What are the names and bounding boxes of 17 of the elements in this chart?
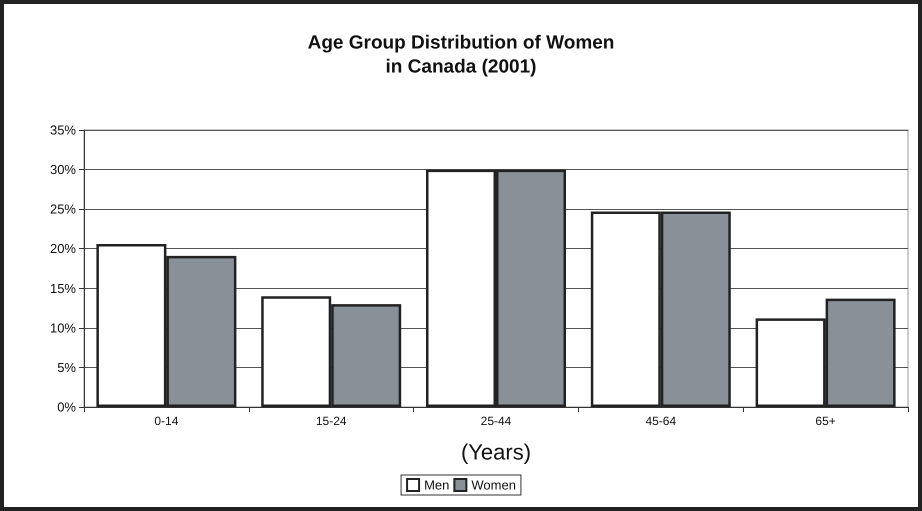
y-tick-label: 35% [50, 122, 76, 138]
x-tick-label: 15-24 [316, 414, 347, 428]
x-tick-label: 0-14 [154, 414, 179, 428]
y-tick-label: 20% [50, 241, 76, 256]
y-tick-label: 0% [57, 400, 76, 414]
legend-label: Women [471, 478, 516, 492]
y-tick-label: 15% [50, 280, 76, 296]
x-axis-title: (Years) [460, 440, 532, 464]
x-tick-label: 25-44 [480, 414, 512, 428]
y-tick-label: 5% [57, 360, 76, 375]
y-tick-label: 25% [50, 202, 76, 217]
x-tick-label: 45-64 [645, 414, 676, 428]
legend-label: Men [424, 478, 450, 492]
y-tick-label: 10% [50, 320, 76, 336]
chart-title: Age Group Distribution of Women in Canada (2001) [308, 32, 614, 78]
x-tick-label: 65+ [815, 414, 836, 428]
y-tick-label: 30% [50, 162, 76, 178]
